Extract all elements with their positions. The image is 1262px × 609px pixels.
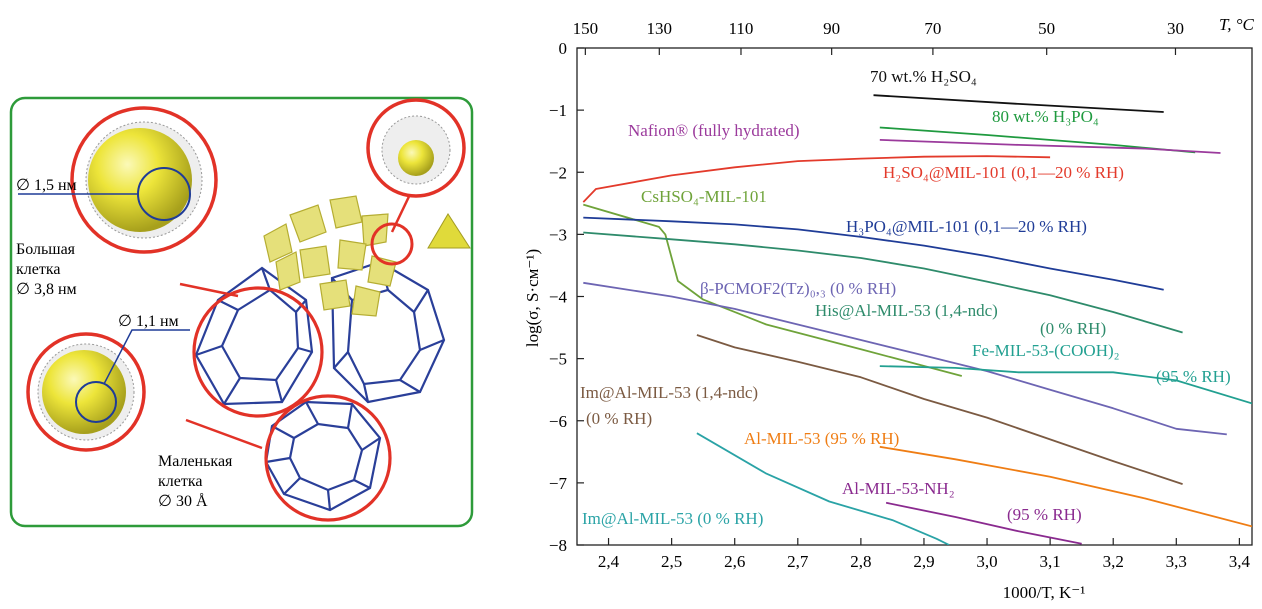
top-tick-label: 90 xyxy=(823,19,840,38)
label-his-1: His@Al-MIL-53 (1,4-ndc) xyxy=(815,301,998,320)
top-axis-label: T, °C xyxy=(1219,15,1254,34)
y-tick-label: −7 xyxy=(549,474,568,493)
large-cage-label-1: Большая xyxy=(16,241,76,258)
series-line-12 xyxy=(696,432,950,545)
small-cage-highlight xyxy=(264,394,392,522)
x-tick-label: 2,7 xyxy=(787,552,809,571)
tetrahedron-highlight xyxy=(370,222,414,266)
large-cage-label-2: клетка xyxy=(16,261,60,278)
label-im-ndc-2: (0 % RH) xyxy=(586,409,652,428)
top-tick-label: 130 xyxy=(647,19,673,38)
series-line-5 xyxy=(583,216,1164,291)
x-tick-label: 3,4 xyxy=(1229,552,1251,571)
label-fe-1: Fe-MIL-53-(COOH)₂ xyxy=(972,341,1120,360)
series-line-2 xyxy=(879,139,1221,154)
series-line-9 xyxy=(696,334,1183,485)
label-al-mil53: Al-MIL-53 (95 % RH) xyxy=(744,429,899,448)
large-cage-sphere xyxy=(88,128,192,232)
x-axis-label: 1000/T, K⁻¹ xyxy=(1003,583,1086,602)
small-cage-label-2: клетка xyxy=(158,473,202,490)
label-im-ndc-1: Im@Al-MIL-53 (1,4-ndc) xyxy=(580,383,758,402)
large-cage-label-3: ∅ 3,8 нм xyxy=(16,281,77,298)
series-line-8 xyxy=(879,365,1252,405)
tetrahedron-icon xyxy=(427,213,471,249)
large-cage-highlight xyxy=(192,286,324,418)
top-tick-label: 70 xyxy=(924,19,941,38)
y-tick-label: −8 xyxy=(549,536,567,555)
y-tick-label: −5 xyxy=(549,350,567,369)
label-fe-2: (95 % RH) xyxy=(1156,367,1231,386)
label-cshso4-mil101: CsHSO₄-MIL-101 xyxy=(641,187,767,206)
small-pore-diameter-label: ∅ 1,1 нм xyxy=(118,313,179,330)
series-line-10 xyxy=(879,445,1252,528)
cage-illustration: ∅ 1,5 нм Большая клетка ∅ 3,8 нм ∅ 1,1 н… xyxy=(9,96,474,528)
y-axis-label: log(σ, S·см⁻¹) xyxy=(523,249,542,347)
x-tick-label: 3,0 xyxy=(976,552,997,571)
y-tick-label: −4 xyxy=(549,288,568,307)
small-pore-window xyxy=(75,381,117,423)
label-nafion: Nafion® (fully hydrated) xyxy=(628,121,800,140)
x-tick-label: 2,8 xyxy=(850,552,871,571)
top-tick-label: 50 xyxy=(1038,19,1055,38)
y-tick-label: 0 xyxy=(559,39,568,58)
label-his-2: (0 % RH) xyxy=(1040,319,1106,338)
small-pore-pointer xyxy=(103,329,190,385)
label-nh2-1: Al-MIL-53-NH₂ xyxy=(842,479,955,498)
top-tick-label: 110 xyxy=(729,19,754,38)
label-h2so4-mil101: H₂SO₄@MIL-101 (0,1—20 % RH) xyxy=(883,163,1124,182)
small-cage-sphere xyxy=(42,350,126,434)
top-tick-label: 30 xyxy=(1167,19,1184,38)
series-line-7 xyxy=(583,281,1227,436)
series-line-0 xyxy=(873,94,1164,113)
axis-ticks xyxy=(577,47,1240,546)
series-line-3 xyxy=(582,155,1051,203)
y-tick-label: −3 xyxy=(549,225,567,244)
x-tick-label: 2,9 xyxy=(913,552,934,571)
top-tick-labels: 150 130 110 90 70 50 30 xyxy=(573,19,1184,38)
y-tick-label: −6 xyxy=(549,412,567,431)
x-tick-label: 3,1 xyxy=(1040,552,1061,571)
top-tick-label: 150 xyxy=(573,19,599,38)
y-tick-label: −2 xyxy=(549,163,567,182)
label-h2so4-70: 70 wt.% H₂SO₄ xyxy=(870,67,977,86)
conductivity-chart: 2,4 2,5 2,6 2,7 2,8 2,9 3,0 3,1 3,2 3,3 3,4 0 −1 −2 −… xyxy=(523,15,1254,602)
tetrahedron-cage-sphere xyxy=(398,140,434,176)
label-nh2-2: (95 % RH) xyxy=(1007,505,1082,524)
y-tick-label: −1 xyxy=(549,101,567,120)
small-cage-label-1: Маленькая xyxy=(158,453,233,470)
x-tick-label: 3,3 xyxy=(1166,552,1187,571)
label-h3po4-80: 80 wt.% H₃PO₄ xyxy=(992,107,1099,126)
series-line-11 xyxy=(885,501,1082,545)
y-tick-labels: 0 −1 −2 −3 −4 −5 −6 −7 −8 xyxy=(549,39,568,555)
x-tick-label: 2,5 xyxy=(661,552,682,571)
series-lines xyxy=(582,94,1252,545)
x-tick-label: 3,2 xyxy=(1103,552,1124,571)
large-pore-diameter-label: ∅ 1,5 нм xyxy=(16,177,77,194)
small-cage-label-3: ∅ 30 Å xyxy=(158,492,208,510)
label-pcmof: β-PCMOF2(Tz)₀,₃ (0 % RH) xyxy=(700,279,896,298)
x-tick-label: 2,4 xyxy=(598,552,620,571)
x-tick-label: 2,6 xyxy=(724,552,745,571)
label-h3po4-mil101: H₃PO₄@MIL-101 (0,1—20 % RH) xyxy=(846,217,1087,236)
series-line-4 xyxy=(583,203,963,377)
label-im-0: Im@Al-MIL-53 (0 % RH) xyxy=(582,509,763,528)
x-tick-labels: 2,4 2,5 2,6 2,7 2,8 2,9 3,0 3,1 3,2 3,3 3,4 xyxy=(598,552,1251,571)
series-line-6 xyxy=(583,231,1183,334)
